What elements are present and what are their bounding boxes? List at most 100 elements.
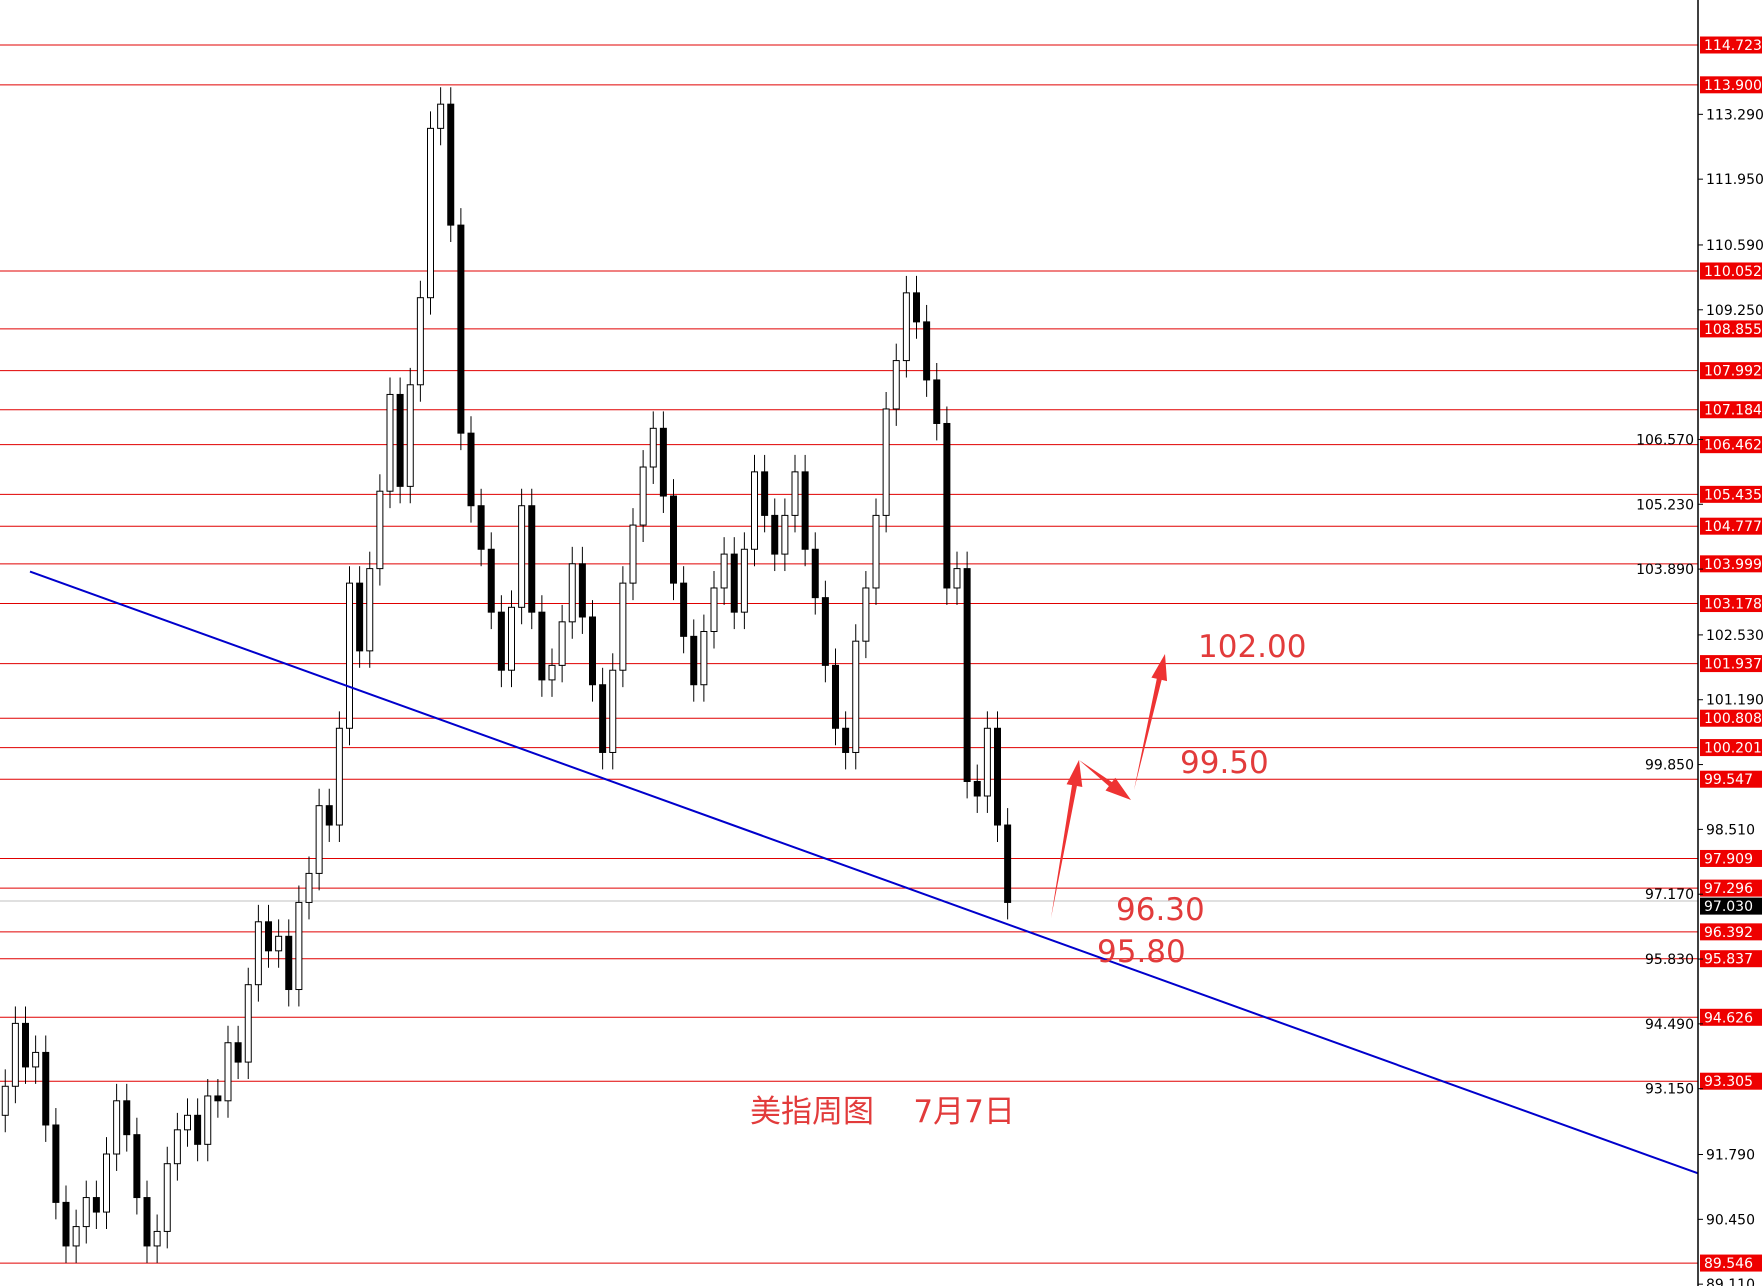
candle-body [143, 1197, 151, 1247]
y-tick-label: 95.830 [1645, 952, 1694, 968]
level-label-bg [1700, 739, 1762, 757]
candle-body [437, 103, 445, 129]
candle-body [447, 103, 455, 226]
current-price-label-bg [1700, 897, 1762, 915]
level-label: 104.777 [1704, 519, 1762, 535]
candle-body [649, 427, 657, 468]
candles [1, 87, 1012, 1263]
level-label-bg [1700, 36, 1762, 54]
candle-body [366, 568, 374, 652]
candle-body [11, 1022, 19, 1087]
candle-body [173, 1129, 181, 1165]
level-label: 107.184 [1704, 403, 1762, 419]
level-label-bg [1700, 923, 1762, 941]
candle-body [396, 393, 404, 487]
candle-body [639, 466, 647, 526]
candle-body [892, 360, 900, 410]
level-label-bg [1700, 555, 1762, 573]
y-tick-label: 102.530 [1706, 628, 1764, 644]
candle-body [163, 1163, 171, 1232]
candle-body [275, 935, 283, 952]
y-tick-label: 109.250 [1706, 303, 1764, 319]
candle-body [558, 621, 566, 666]
candle-body [254, 921, 262, 986]
level-label: 108.855 [1704, 322, 1762, 338]
y-tick-label: 98.510 [1706, 822, 1755, 838]
candle-body [194, 1114, 202, 1145]
candle-body [751, 471, 758, 550]
forecast-arrow [1134, 654, 1168, 790]
candle-body [295, 901, 303, 991]
forecast-arrow [1051, 760, 1083, 918]
candle-body [487, 548, 495, 613]
forecast-arrows [1051, 654, 1168, 918]
candle-body [578, 563, 586, 618]
level-label: 99.547 [1704, 772, 1753, 788]
current-price-label: 97.030 [1704, 899, 1753, 915]
level-label-bg [1700, 1072, 1762, 1090]
candle-body [265, 921, 272, 952]
y-tick-label: 90.450 [1706, 1212, 1755, 1228]
candle-body [771, 514, 779, 555]
candle-body [923, 321, 931, 381]
target-label-99-5: 99.50 [1180, 745, 1269, 781]
candle-body [234, 1042, 242, 1063]
level-label: 110.052 [1704, 264, 1762, 280]
candle-body [62, 1201, 70, 1247]
y-tick-label: 113.290 [1706, 107, 1764, 123]
candle-body [720, 553, 728, 589]
candle-body [508, 606, 515, 671]
level-label-bg [1700, 879, 1762, 897]
candle-body [811, 548, 819, 599]
y-tick-label: 99.850 [1645, 758, 1694, 774]
y-tick-label: 89.110 [1706, 1277, 1755, 1286]
candle-body [1004, 824, 1012, 903]
candle-body [406, 384, 414, 487]
candle-body [325, 805, 333, 826]
target-label-102: 102.00 [1198, 629, 1307, 665]
candle-body [852, 640, 860, 753]
candle-body [821, 597, 829, 666]
candle-body [842, 727, 850, 753]
level-label: 100.808 [1704, 711, 1762, 727]
candle-body [356, 582, 364, 652]
level-label: 101.937 [1704, 657, 1762, 673]
candle-body [133, 1134, 141, 1199]
candle-body [467, 432, 475, 507]
candle-body [376, 490, 384, 570]
candle-body [882, 408, 890, 516]
y-tick-label: 91.790 [1706, 1147, 1755, 1163]
candle-body [619, 582, 627, 671]
y-tick-label: 105.230 [1636, 497, 1694, 513]
candle-body [214, 1095, 222, 1102]
trendline [29, 570, 1699, 1175]
candle-body [113, 1100, 121, 1155]
candle-body [963, 568, 971, 782]
candle-body [518, 505, 526, 608]
candle-body [416, 297, 424, 386]
candle-body [335, 727, 343, 826]
candle-body [700, 631, 708, 686]
price-axis: 114.723 113.900 110.052 108.855 107.992 107.1… [1636, 36, 1764, 1286]
candle-body [710, 587, 718, 633]
level-label-bg [1700, 1008, 1762, 1026]
candle-body [497, 611, 505, 671]
candle-body [953, 568, 961, 589]
y-tick-label: 94.490 [1645, 1017, 1694, 1033]
candle-body [568, 563, 576, 623]
candle-body [346, 582, 353, 729]
level-label: 114.723 [1704, 38, 1762, 54]
candle-body [781, 514, 789, 555]
candle-body [315, 805, 323, 874]
level-label: 107.992 [1704, 364, 1762, 380]
candle-body [42, 1051, 50, 1126]
horizontal-levels [0, 44, 1698, 1264]
level-label: 89.546 [1704, 1256, 1753, 1272]
level-label: 100.201 [1704, 741, 1762, 757]
candle-body [184, 1114, 191, 1131]
level-label: 113.900 [1704, 78, 1762, 94]
level-label-bg [1700, 436, 1762, 454]
candle-body [22, 1022, 29, 1068]
candle-body [629, 524, 637, 584]
